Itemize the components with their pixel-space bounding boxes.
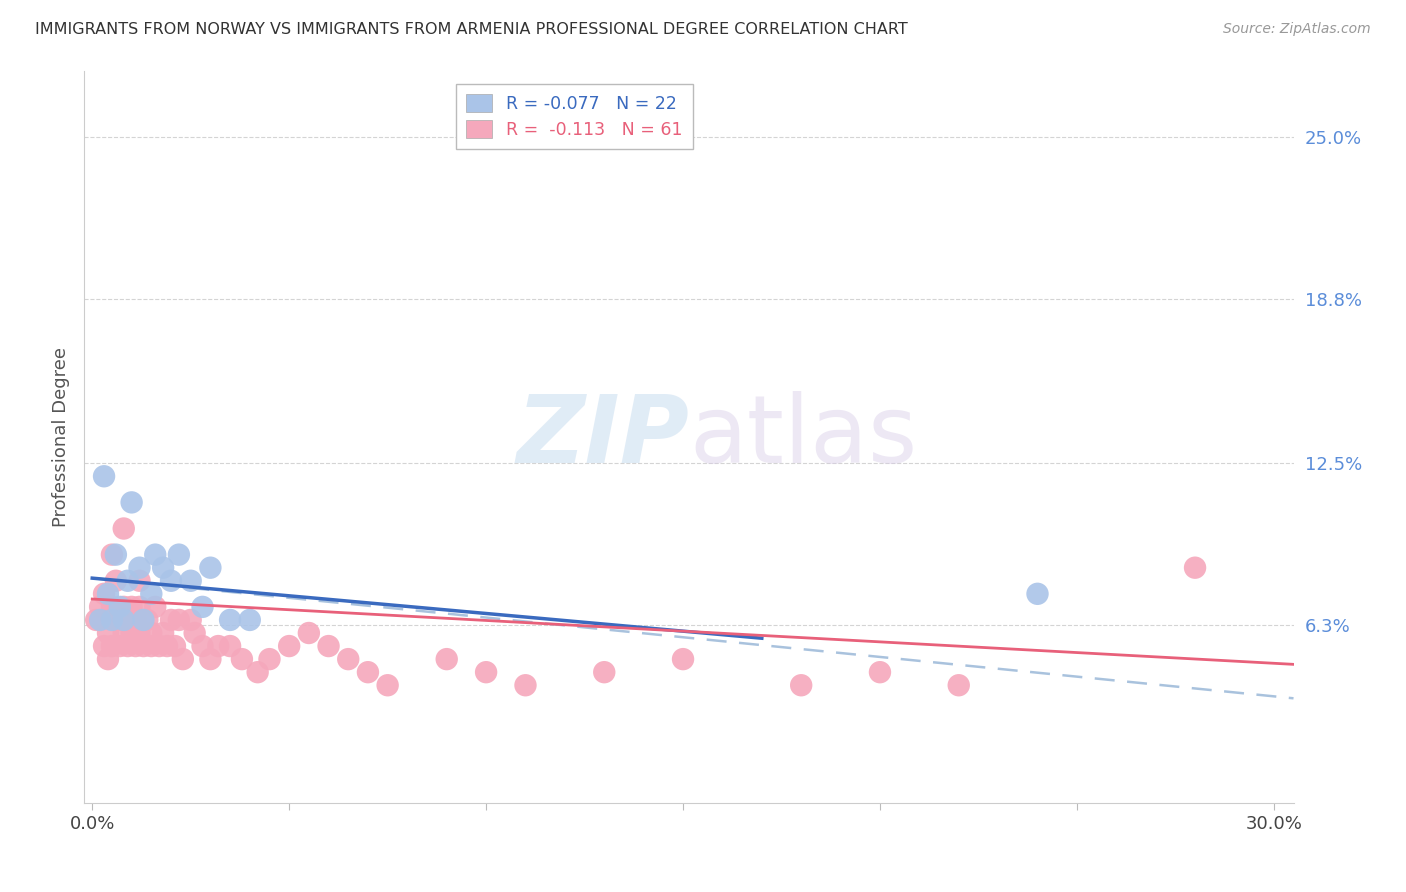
Point <box>112 521 135 535</box>
Point <box>357 665 380 680</box>
Point <box>337 652 360 666</box>
Point <box>93 469 115 483</box>
Text: Source: ZipAtlas.com: Source: ZipAtlas.com <box>1223 22 1371 37</box>
Point <box>97 626 120 640</box>
Text: ZIP: ZIP <box>516 391 689 483</box>
Point <box>298 626 321 640</box>
Point <box>160 613 183 627</box>
Text: IMMIGRANTS FROM NORWAY VS IMMIGRANTS FROM ARMENIA PROFESSIONAL DEGREE CORRELATIO: IMMIGRANTS FROM NORWAY VS IMMIGRANTS FRO… <box>35 22 908 37</box>
Point <box>101 548 124 562</box>
Point <box>117 639 139 653</box>
Point <box>121 626 143 640</box>
Point <box>163 639 186 653</box>
Point <box>89 599 111 614</box>
Point <box>167 613 190 627</box>
Point <box>143 548 166 562</box>
Point <box>97 587 120 601</box>
Point <box>156 639 179 653</box>
Point <box>593 665 616 680</box>
Point <box>132 639 155 653</box>
Point <box>207 639 229 653</box>
Point <box>148 639 170 653</box>
Point <box>318 639 340 653</box>
Point <box>219 639 242 653</box>
Point <box>475 665 498 680</box>
Point <box>239 613 262 627</box>
Point <box>141 639 163 653</box>
Point <box>124 613 146 627</box>
Point <box>180 574 202 588</box>
Point <box>112 626 135 640</box>
Point <box>93 639 115 653</box>
Point <box>191 639 214 653</box>
Point <box>436 652 458 666</box>
Point <box>152 560 174 574</box>
Point <box>219 613 242 627</box>
Point <box>152 626 174 640</box>
Point <box>121 495 143 509</box>
Point <box>869 665 891 680</box>
Point <box>278 639 301 653</box>
Point <box>108 639 131 653</box>
Point <box>790 678 813 692</box>
Point <box>124 639 146 653</box>
Point <box>515 678 537 692</box>
Point <box>101 639 124 653</box>
Point <box>141 626 163 640</box>
Point <box>377 678 399 692</box>
Point <box>180 613 202 627</box>
Point <box>200 560 222 574</box>
Point <box>183 626 205 640</box>
Point <box>97 652 120 666</box>
Point <box>132 613 155 627</box>
Point <box>948 678 970 692</box>
Point <box>112 613 135 627</box>
Point <box>93 587 115 601</box>
Point <box>231 652 253 666</box>
Point <box>141 587 163 601</box>
Point <box>108 599 131 614</box>
Y-axis label: Professional Degree: Professional Degree <box>52 347 70 527</box>
Point <box>117 574 139 588</box>
Point <box>104 613 127 627</box>
Point <box>672 652 695 666</box>
Point <box>101 599 124 614</box>
Point <box>136 613 159 627</box>
Point <box>117 613 139 627</box>
Point <box>1184 560 1206 574</box>
Point <box>246 665 269 680</box>
Point <box>160 574 183 588</box>
Point <box>191 599 214 614</box>
Point <box>84 613 107 627</box>
Point <box>104 548 127 562</box>
Point <box>143 599 166 614</box>
Point <box>259 652 281 666</box>
Point <box>172 652 194 666</box>
Legend: R = -0.077   N = 22, R =  -0.113   N = 61: R = -0.077 N = 22, R = -0.113 N = 61 <box>456 84 693 149</box>
Point <box>128 626 150 640</box>
Point <box>101 613 124 627</box>
Text: atlas: atlas <box>689 391 917 483</box>
Point <box>104 574 127 588</box>
Point <box>200 652 222 666</box>
Point <box>128 574 150 588</box>
Point <box>128 599 150 614</box>
Point <box>89 613 111 627</box>
Point <box>112 599 135 614</box>
Point <box>128 560 150 574</box>
Point <box>1026 587 1049 601</box>
Point <box>167 548 190 562</box>
Point <box>121 599 143 614</box>
Point <box>108 613 131 627</box>
